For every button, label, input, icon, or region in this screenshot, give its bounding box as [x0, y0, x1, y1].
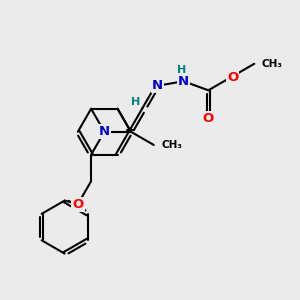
Text: O: O	[203, 112, 214, 125]
Text: H: H	[177, 65, 187, 75]
Text: H: H	[131, 97, 140, 107]
Text: O: O	[72, 198, 83, 211]
Text: N: N	[99, 125, 110, 138]
Text: CH₃: CH₃	[161, 140, 182, 150]
Text: N: N	[178, 75, 189, 88]
Text: N: N	[152, 79, 163, 92]
Text: O: O	[227, 70, 238, 83]
Text: CH₃: CH₃	[262, 59, 283, 69]
